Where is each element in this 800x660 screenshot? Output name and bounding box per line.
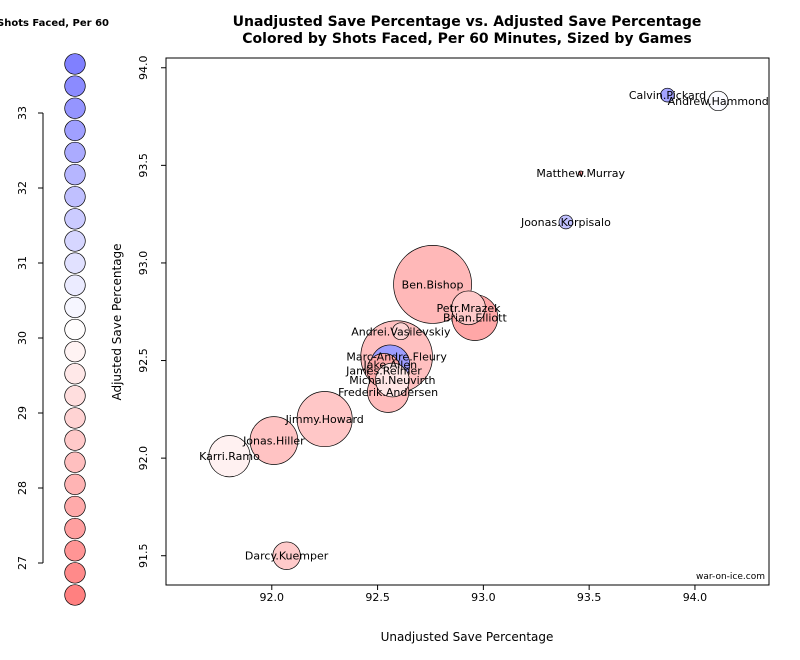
legend-swatch <box>64 584 86 606</box>
point-label: Brian.Elliott <box>443 312 507 325</box>
legend-swatch <box>64 451 86 473</box>
chart-title: Unadjusted Save Percentage vs. Adjusted … <box>233 14 702 30</box>
x-tick-label: 92.5 <box>365 591 390 604</box>
point-label: Jonas.Hiller <box>242 435 305 448</box>
color-legend-swatches <box>64 53 86 606</box>
color-legend-axis: 27 28 29 30 31 32 33 <box>16 106 44 570</box>
legend-swatch <box>64 495 86 518</box>
legend-swatch <box>64 340 86 363</box>
x-tick-label: 93.0 <box>471 591 496 604</box>
plot-frame <box>165 57 770 586</box>
y-tick-label: 93.0 <box>137 251 150 276</box>
legend-tick-label: 30 <box>16 331 29 345</box>
data-point <box>208 435 251 478</box>
data-point <box>558 214 574 230</box>
x-tick-label: 92.0 <box>260 591 285 604</box>
point-label: Karri.Ramo <box>199 450 260 463</box>
legend-tick-label: 33 <box>16 106 29 120</box>
legend-swatch <box>64 163 86 186</box>
legend-swatch <box>64 119 86 142</box>
y-tick-label: 92.5 <box>137 348 150 373</box>
watermark: war-on-ice.com <box>696 572 765 582</box>
scatter-points <box>208 87 729 570</box>
legend-swatch <box>64 75 86 97</box>
point-label: Andrei.Vasilevskiy <box>351 325 451 338</box>
legend-swatch <box>64 318 86 341</box>
x-tick-label: 93.5 <box>577 591 602 604</box>
legend-swatch <box>64 141 86 164</box>
legend-swatch <box>64 429 86 451</box>
legend-tick-label: 29 <box>16 406 29 420</box>
data-point <box>660 87 675 103</box>
legend-swatch <box>64 230 86 252</box>
legend-swatch <box>64 562 86 584</box>
point-label: Darcy.Kuemper <box>245 550 329 563</box>
point-label: Ben.Bishop <box>402 278 464 291</box>
legend-tick-label: 28 <box>16 481 29 495</box>
y-tick-label: 93.5 <box>137 153 150 178</box>
y-tick-label: 91.5 <box>137 543 150 568</box>
x-axis: 92.0 92.5 93.0 93.5 94.0 <box>260 585 708 604</box>
chart-subtitle: Colored by Shots Faced, Per 60 Minutes, … <box>242 31 691 47</box>
y-tick-label: 92.0 <box>137 446 150 471</box>
legend-tick-label: 32 <box>16 181 29 195</box>
data-point <box>296 391 353 448</box>
point-label: Marc-Andre.Fleury <box>346 351 447 364</box>
legend-swatch <box>64 252 86 274</box>
legend-swatch <box>64 385 86 407</box>
y-axis-label: Adjusted Save Percentage <box>110 243 124 400</box>
point-label: Michal.Neuvirth <box>349 374 435 387</box>
data-point <box>375 362 410 398</box>
data-point <box>578 170 584 176</box>
data-point <box>451 290 486 326</box>
legend-swatch <box>64 97 86 119</box>
point-label: James.Reimer <box>345 364 422 377</box>
data-point <box>272 541 301 570</box>
x-axis-label: Unadjusted Save Percentage <box>381 630 554 644</box>
data-point <box>708 90 729 112</box>
y-tick-label: 94.0 <box>137 56 150 81</box>
y-axis: 91.5 92.0 92.5 93.0 93.5 94.0 <box>137 56 166 568</box>
legend-swatch <box>64 296 86 319</box>
legend-swatch <box>64 186 86 208</box>
point-label: Jake.Allen <box>362 358 417 371</box>
point-label: Calvin.Pickard <box>629 89 706 102</box>
legend-swatch <box>64 208 86 230</box>
legend-swatch <box>64 53 86 75</box>
x-tick-label: 94.0 <box>683 591 708 604</box>
legend-tick-label: 27 <box>16 556 29 570</box>
point-label: Jimmy.Howard <box>285 413 364 426</box>
color-legend-title: Shots Faced, Per 60 <box>0 18 109 29</box>
point-label: Matthew.Murray <box>536 167 625 180</box>
point-label: Frederik.Andersen <box>338 386 438 399</box>
legend-swatch <box>64 407 86 429</box>
point-label: Joonas.Korpisalo <box>520 216 611 229</box>
legend-swatch <box>64 517 86 540</box>
legend-tick-label: 31 <box>16 256 29 270</box>
legend-swatch <box>64 540 86 562</box>
point-label: Petr.Mrazek <box>437 302 502 315</box>
legend-swatch <box>64 274 86 296</box>
data-point <box>249 416 299 465</box>
data-point <box>392 322 410 341</box>
legend-swatch <box>64 363 86 385</box>
legend-swatch <box>64 473 86 496</box>
point-label: Andrew.Hammond <box>668 95 769 108</box>
